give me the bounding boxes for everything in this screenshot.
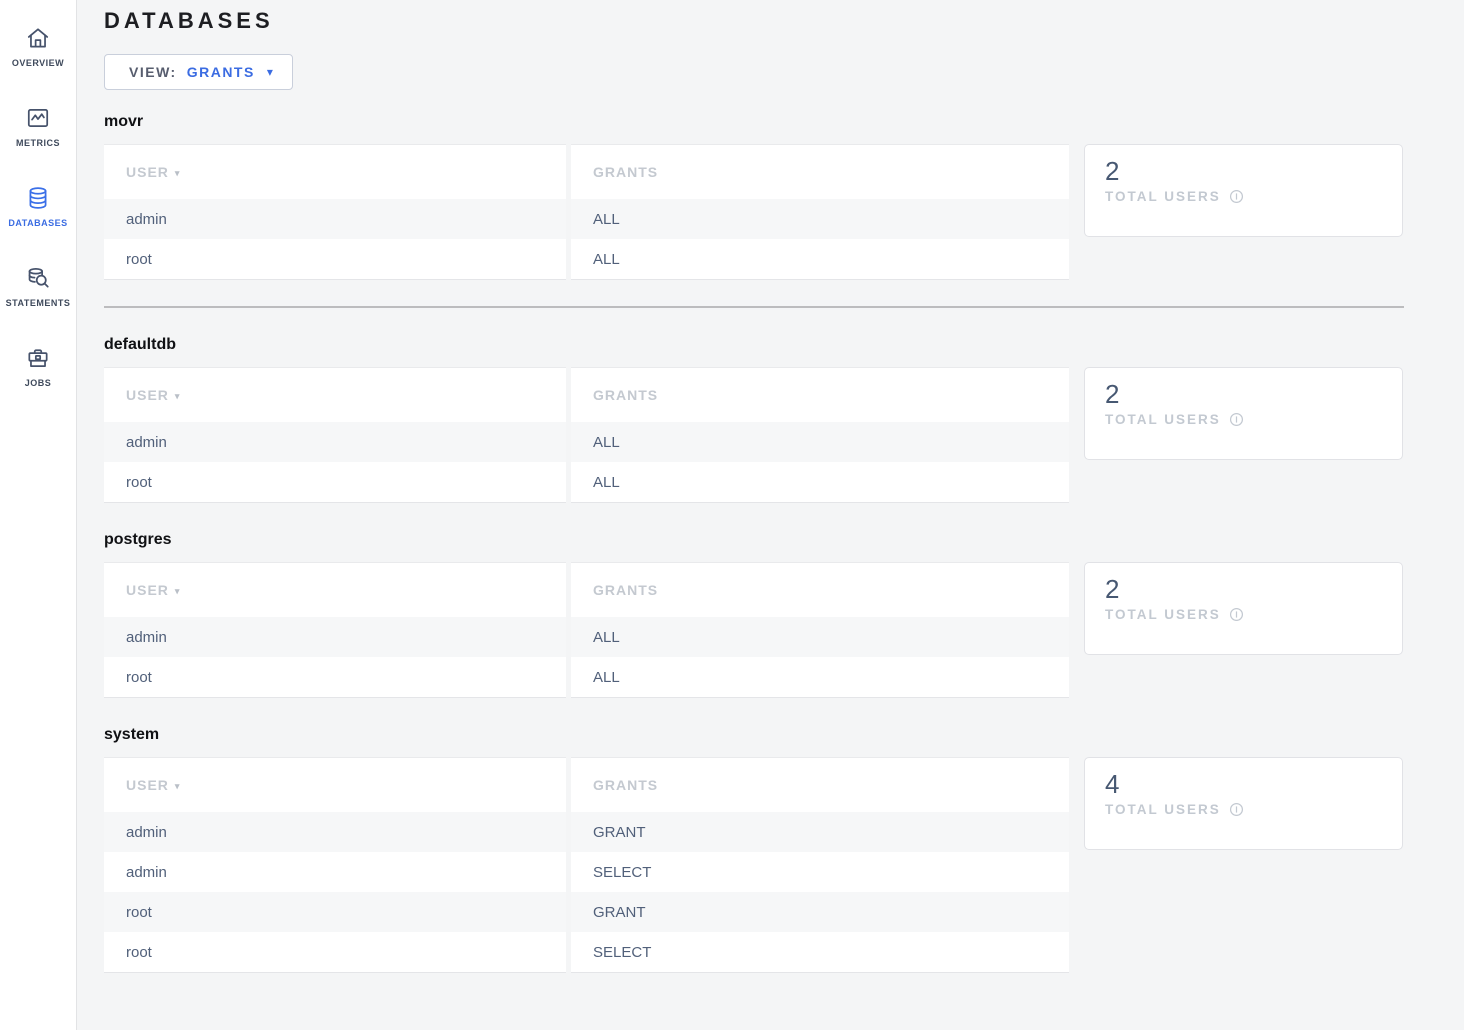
sidebar-item-label: STATEMENTS	[5, 297, 71, 308]
grants-cell: ALL	[571, 617, 1069, 657]
grants-column-header-label: GRANTS	[593, 777, 659, 793]
total-users-label: TOTAL USERS	[1105, 188, 1221, 204]
grants-column-header[interactable]: GRANTS	[571, 563, 1069, 617]
info-icon[interactable]	[1229, 607, 1244, 622]
sort-caret-icon: ▾	[174, 390, 181, 401]
sidebar-item-jobs[interactable]: JOBS	[0, 326, 76, 406]
sort-caret-icon: ▾	[174, 585, 181, 596]
sort-caret-icon: ▾	[174, 780, 181, 791]
grants-cell: SELECT	[593, 943, 652, 961]
view-dropdown-label: VIEW:	[129, 64, 177, 80]
grants-table: USER ▾ admin admin root root GRANTS GRANT SE…	[104, 757, 1069, 973]
user-cell: admin	[126, 863, 167, 881]
database-name: postgres	[104, 531, 172, 548]
total-users-count: 2	[1105, 379, 1120, 409]
user-cell: admin	[104, 199, 566, 239]
user-column-header-label: USER	[126, 777, 169, 793]
user-column-header[interactable]: USER ▾	[104, 758, 566, 812]
main-content: DATABASES VIEW: GRANTS ▾ movr USER ▾ adm…	[77, 0, 1464, 1030]
sidebar-item-label: OVERVIEW	[11, 57, 65, 68]
grants-cell: ALL	[593, 668, 620, 686]
user-column-header[interactable]: USER ▾	[104, 145, 566, 199]
total-users-label: TOTAL USERS	[1105, 411, 1221, 427]
page-title: DATABASES	[104, 8, 274, 33]
total-users-card: 4 TOTAL USERS	[1084, 757, 1403, 850]
user-cell: admin	[104, 422, 566, 462]
database-section: defaultdb USER ▾ admin root GRANTS ALL ALL	[104, 336, 1404, 503]
grants-cell: GRANT	[571, 812, 1069, 852]
section-divider	[104, 306, 1404, 308]
user-column-header-label: USER	[126, 164, 169, 180]
info-icon[interactable]	[1229, 802, 1244, 817]
user-cell: admin	[104, 617, 566, 657]
total-users-label: TOTAL USERS	[1105, 801, 1221, 817]
sidebar-item-metrics[interactable]: METRICS	[0, 86, 76, 166]
grants-cell: SELECT	[593, 863, 652, 881]
databases-icon	[25, 185, 51, 211]
grants-column-header-label: GRANTS	[593, 387, 659, 403]
total-users-count: 2	[1105, 574, 1120, 604]
sidebar-item-label: DATABASES	[8, 217, 68, 228]
grants-table: USER ▾ admin root GRANTS ALL ALL	[104, 144, 1069, 280]
database-sections: movr USER ▾ admin root GRANTS ALL ALL	[104, 113, 1404, 973]
grants-cell: GRANT	[571, 892, 1069, 932]
statements-icon	[25, 265, 51, 291]
total-users-card: 2 TOTAL USERS	[1084, 562, 1403, 655]
grants-cell: ALL	[593, 250, 620, 268]
user-cell: root	[126, 250, 152, 268]
user-cell: root	[126, 668, 152, 686]
grants-column-header-label: GRANTS	[593, 582, 659, 598]
grants-column-header[interactable]: GRANTS	[571, 145, 1069, 199]
database-section: system USER ▾ admin admin root root GRANTS …	[104, 726, 1404, 973]
sidebar-item-statements[interactable]: STATEMENTS	[0, 246, 76, 326]
grants-cell: ALL	[571, 199, 1069, 239]
grants-column-header-label: GRANTS	[593, 164, 659, 180]
view-dropdown[interactable]: VIEW: GRANTS ▾	[104, 54, 294, 90]
chevron-down-icon: ▾	[266, 65, 275, 79]
info-icon[interactable]	[1229, 412, 1244, 427]
total-users-card: 2 TOTAL USERS	[1084, 144, 1403, 237]
sidebar-item-overview[interactable]: OVERVIEW	[0, 6, 76, 86]
database-name: defaultdb	[104, 336, 176, 353]
sidebar-item-databases[interactable]: DATABASES	[0, 166, 76, 246]
grants-cell: ALL	[571, 422, 1069, 462]
home-icon	[25, 25, 51, 51]
total-users-count: 2	[1105, 156, 1120, 186]
sidebar-item-label: JOBS	[24, 377, 52, 388]
jobs-icon	[25, 345, 51, 371]
total-users-label: TOTAL USERS	[1105, 606, 1221, 622]
grants-column-header[interactable]: GRANTS	[571, 758, 1069, 812]
grants-column-header[interactable]: GRANTS	[571, 368, 1069, 422]
user-column-header[interactable]: USER ▾	[104, 368, 566, 422]
database-section: movr USER ▾ admin root GRANTS ALL ALL	[104, 113, 1404, 280]
info-icon[interactable]	[1229, 189, 1244, 204]
view-dropdown-value: GRANTS	[186, 64, 255, 80]
user-column-header-label: USER	[126, 582, 169, 598]
total-users-card: 2 TOTAL USERS	[1084, 367, 1403, 460]
grants-table: USER ▾ admin root GRANTS ALL ALL	[104, 367, 1069, 503]
grants-cell: ALL	[593, 473, 620, 491]
database-name: movr	[104, 113, 144, 130]
sidebar-item-label: METRICS	[16, 137, 60, 148]
database-section: postgres USER ▾ admin root GRANTS ALL ALL	[104, 531, 1404, 698]
database-name: system	[104, 726, 160, 743]
user-cell: root	[104, 892, 566, 932]
user-column-header[interactable]: USER ▾	[104, 563, 566, 617]
sidebar: OVERVIEW METRICS DATABASES	[0, 0, 77, 1030]
user-cell: root	[126, 943, 152, 961]
metrics-icon	[25, 105, 51, 131]
user-column-header-label: USER	[126, 387, 169, 403]
grants-table: USER ▾ admin root GRANTS ALL ALL	[104, 562, 1069, 698]
user-cell: root	[126, 473, 152, 491]
sort-caret-icon: ▾	[174, 167, 181, 178]
total-users-count: 4	[1105, 769, 1120, 799]
user-cell: admin	[104, 812, 566, 852]
